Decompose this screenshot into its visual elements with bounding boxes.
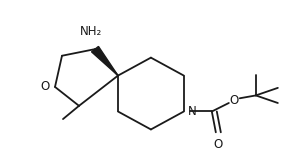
Text: O: O (40, 80, 50, 93)
Text: O: O (229, 94, 239, 107)
Text: N: N (188, 105, 197, 118)
Text: O: O (213, 138, 223, 151)
Text: NH₂: NH₂ (80, 25, 102, 38)
Polygon shape (91, 46, 118, 76)
